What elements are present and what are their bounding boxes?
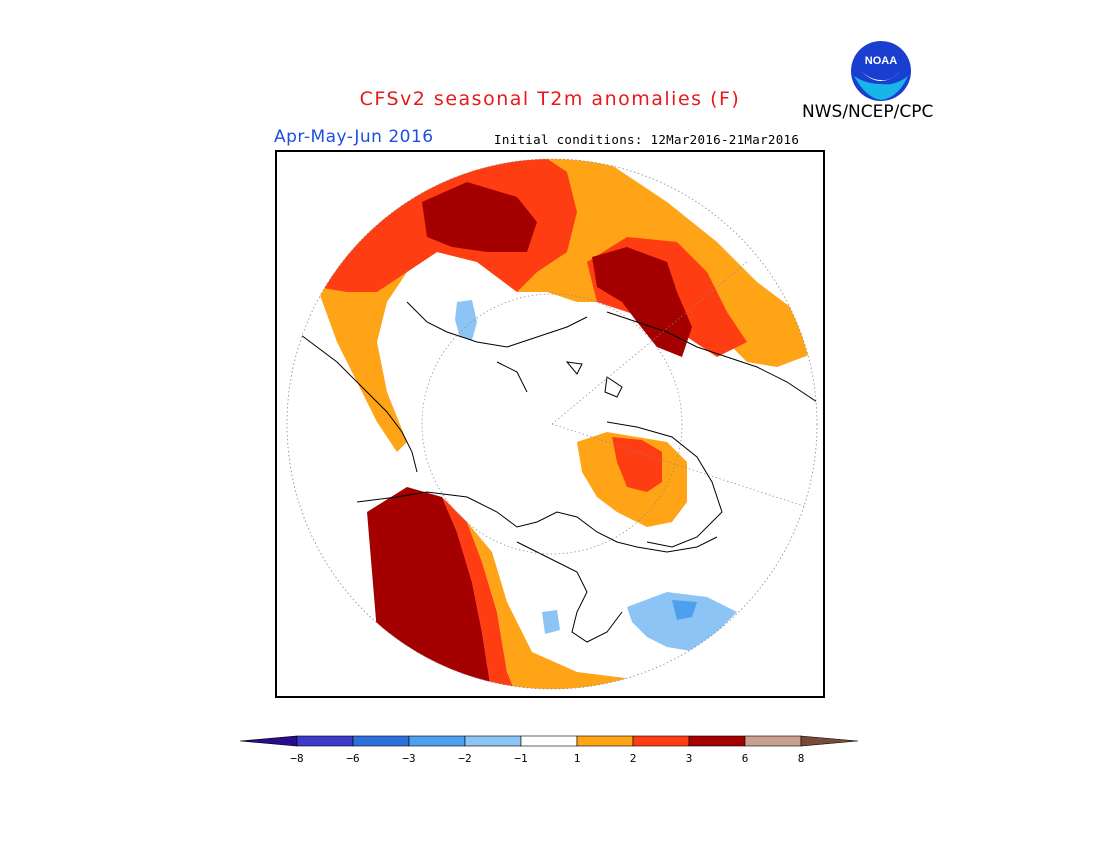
colorbar-segment [352, 735, 410, 747]
polar-map-frame [275, 150, 825, 698]
colorbar-segment [520, 735, 578, 747]
colorbar-tick-label: 2 [629, 752, 637, 765]
colorbar-tick-label: 1 [573, 752, 581, 765]
colorbar-segment [576, 735, 634, 747]
initial-conditions-label: Initial conditions: 12Mar2016-21Mar2016 [494, 132, 800, 147]
graticule [421, 261, 817, 555]
polar-stereographic-map [286, 158, 818, 690]
colorbar-segment [688, 735, 746, 747]
anomaly-region-namerica-darkred [367, 487, 492, 689]
anomaly-region-canada-blue-core [672, 600, 697, 620]
colorbar-tick-label: 3 [685, 752, 693, 765]
agency-label: NWS/NCEP/CPC [802, 102, 934, 122]
map-disk-edge [286, 158, 818, 690]
colorbar-segment [744, 735, 802, 747]
anomaly-region-namerica-orange [467, 522, 697, 689]
color-scale-bar [240, 735, 859, 747]
colorbar-tick-label: −1 [514, 752, 528, 765]
anomaly-region-eurasia-darkred [422, 182, 537, 252]
colorbar-tick-label: −2 [458, 752, 472, 765]
noaa-logo-text: NOAA [865, 55, 897, 67]
anomaly-region-canada-blue [627, 592, 737, 652]
color-scale-labels: −8 −6 −3 −2 −1 1 2 3 6 8 [0, 752, 1100, 768]
colorbar-tick-label: −3 [402, 752, 416, 765]
colorbar-segment [296, 735, 354, 747]
colorbar-end-low [240, 735, 298, 747]
anomaly-region-alaska-blue [542, 610, 560, 634]
colorbar-segment [632, 735, 690, 747]
map-title: CFSv2 seasonal T2m anomalies (F) [359, 88, 741, 110]
anomaly-region-europe-blue [455, 300, 477, 340]
colorbar-tick-label: −8 [290, 752, 304, 765]
colorbar-segment [408, 735, 466, 747]
coastlines [296, 301, 817, 643]
colorbar-tick-label: 6 [741, 752, 749, 765]
season-label: Apr-May-Jun 2016 [274, 127, 434, 147]
colorbar-tick-label: 8 [797, 752, 805, 765]
anomaly-region-namerica-red [442, 497, 517, 689]
colorbar-end-high [800, 735, 859, 747]
anomaly-region-fareast-darkred [592, 247, 692, 357]
anomaly-region-greenland-red [612, 437, 662, 492]
colorbar-segment [464, 735, 522, 747]
noaa-logo: NOAA [850, 40, 912, 102]
colorbar-tick-label: −6 [346, 752, 360, 765]
